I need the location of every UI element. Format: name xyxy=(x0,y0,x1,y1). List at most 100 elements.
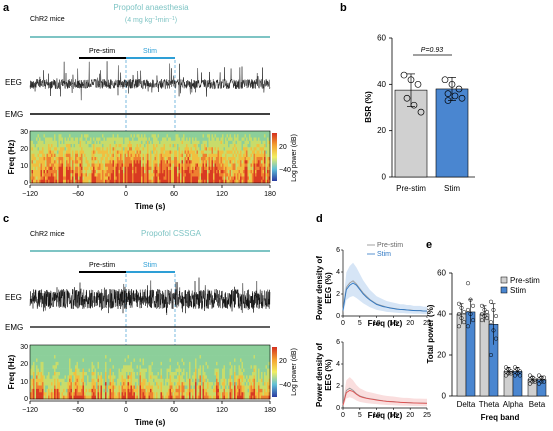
spectrogram-cell xyxy=(171,137,173,142)
spectrogram-cell xyxy=(183,160,185,164)
spectrogram-cell xyxy=(121,372,124,376)
spectrogram-cell xyxy=(237,131,239,135)
spectrogram-cell xyxy=(55,375,58,380)
spectrogram-cell xyxy=(139,358,142,363)
spectrogram-cell xyxy=(189,378,191,383)
spectrogram-cell xyxy=(112,361,115,366)
spectrogram-cell xyxy=(225,153,227,158)
spectrogram-cell xyxy=(229,176,232,181)
spectrogram-cell xyxy=(118,163,121,168)
spectrogram-cell xyxy=(88,355,91,359)
spectrogram-cell xyxy=(132,153,134,158)
spectrogram-cell xyxy=(111,176,113,181)
spectrogram-cell xyxy=(186,160,188,164)
spectrogram-cell xyxy=(85,166,88,171)
spectrogram-cell xyxy=(178,351,181,356)
spectrogram-cell xyxy=(76,345,79,349)
spectrogram-cell xyxy=(181,375,184,380)
spectrogram-cell xyxy=(63,351,65,356)
spectrogram-cell xyxy=(105,355,107,359)
spectrogram-cell xyxy=(196,137,199,142)
spectrogram-cell xyxy=(222,134,224,138)
spectrogram-cell xyxy=(88,395,91,400)
spectrogram-cell xyxy=(117,351,119,356)
spectrogram-cell xyxy=(235,378,238,383)
spectrogram-cell xyxy=(174,163,176,168)
spectrogram-cell xyxy=(217,176,220,181)
spectrogram-cell xyxy=(202,166,205,171)
spectrogram-cell xyxy=(130,361,133,366)
spectrogram-cell xyxy=(73,170,76,174)
spectrogram-cell xyxy=(84,173,86,177)
spectrogram-cell xyxy=(88,348,91,353)
spectrogram-cell xyxy=(36,395,38,400)
spectrogram-cell xyxy=(112,345,115,349)
spectrogram-cell xyxy=(46,144,49,148)
spectrogram-cell xyxy=(141,388,143,393)
spectrogram-cell xyxy=(111,131,113,135)
spectrogram-cell xyxy=(99,388,101,393)
spectrogram-cell xyxy=(133,372,136,376)
spectrogram-cell xyxy=(31,382,34,386)
spectrogram-cell xyxy=(99,153,101,158)
spectrogram-cell xyxy=(229,348,232,353)
spectrogram-cell xyxy=(190,355,193,359)
spectrogram-cell xyxy=(46,361,49,366)
spectrogram-cell xyxy=(60,392,62,396)
spectrogram-cell xyxy=(54,147,56,151)
spectrogram-cell xyxy=(52,385,55,390)
spectrogram-cell xyxy=(69,385,71,390)
spectrogram-cell xyxy=(73,385,76,390)
spectrogram-cell xyxy=(79,134,82,138)
spectrogram-cell xyxy=(247,163,250,168)
spectrogram-cell xyxy=(69,176,71,181)
spectrogram-cell xyxy=(213,179,215,184)
spectrogram-cell xyxy=(147,160,149,164)
spectrogram-cell xyxy=(121,361,124,366)
spectrogram-cell xyxy=(166,176,169,181)
spectrogram-cell xyxy=(135,365,137,369)
spectrogram-cell xyxy=(120,378,122,383)
spectrogram-cell xyxy=(237,166,239,171)
spectrogram-cell xyxy=(94,382,97,386)
spectrogram-cell xyxy=(129,153,131,158)
spectrogram-cell xyxy=(241,355,244,359)
spectrogram-cell xyxy=(171,355,173,359)
spectrogram-cell xyxy=(150,166,152,171)
spectrogram-cell xyxy=(31,176,34,181)
spectrogram-cell xyxy=(76,358,79,363)
spectrogram-cell xyxy=(220,385,223,390)
spectrogram-cell xyxy=(199,163,202,168)
spectrogram-cell xyxy=(168,150,170,155)
spectrogram-cell xyxy=(238,150,241,155)
spectrogram-cell xyxy=(52,144,55,148)
spectrogram-cell xyxy=(117,382,119,386)
spectrogram-cell xyxy=(76,166,79,171)
spectrogram-cell xyxy=(252,134,254,138)
spectrogram-cell xyxy=(160,392,163,396)
spectrogram-cell xyxy=(238,385,241,390)
spectrogram-cell xyxy=(60,144,62,148)
spectrogram-cell xyxy=(133,375,136,380)
spectrogram-cell xyxy=(40,131,43,135)
spectrogram-cell xyxy=(52,368,55,373)
spectrogram-cell xyxy=(58,375,61,380)
spectrogram-cell xyxy=(183,382,185,386)
spectrogram-cell xyxy=(228,368,230,373)
spectrogram-cell xyxy=(100,385,103,390)
spectrogram-cell xyxy=(243,348,245,353)
spectrogram-cell xyxy=(177,382,179,386)
spectrogram-cell xyxy=(91,144,94,148)
spectrogram-cell xyxy=(154,351,157,356)
spectrogram-cell xyxy=(184,134,187,138)
spectrogram-cell xyxy=(61,382,64,386)
spectrogram-cell xyxy=(109,361,112,366)
spectrogram-cell xyxy=(126,355,128,359)
spectrogram-cell xyxy=(96,382,98,386)
spectrogram-cell xyxy=(150,170,152,174)
spectrogram-cell xyxy=(36,375,38,380)
spectrogram-cell xyxy=(78,150,80,155)
spectrogram-cell xyxy=(109,147,112,151)
spectrogram-cell xyxy=(91,348,94,353)
spectrogram-cell xyxy=(94,348,97,353)
